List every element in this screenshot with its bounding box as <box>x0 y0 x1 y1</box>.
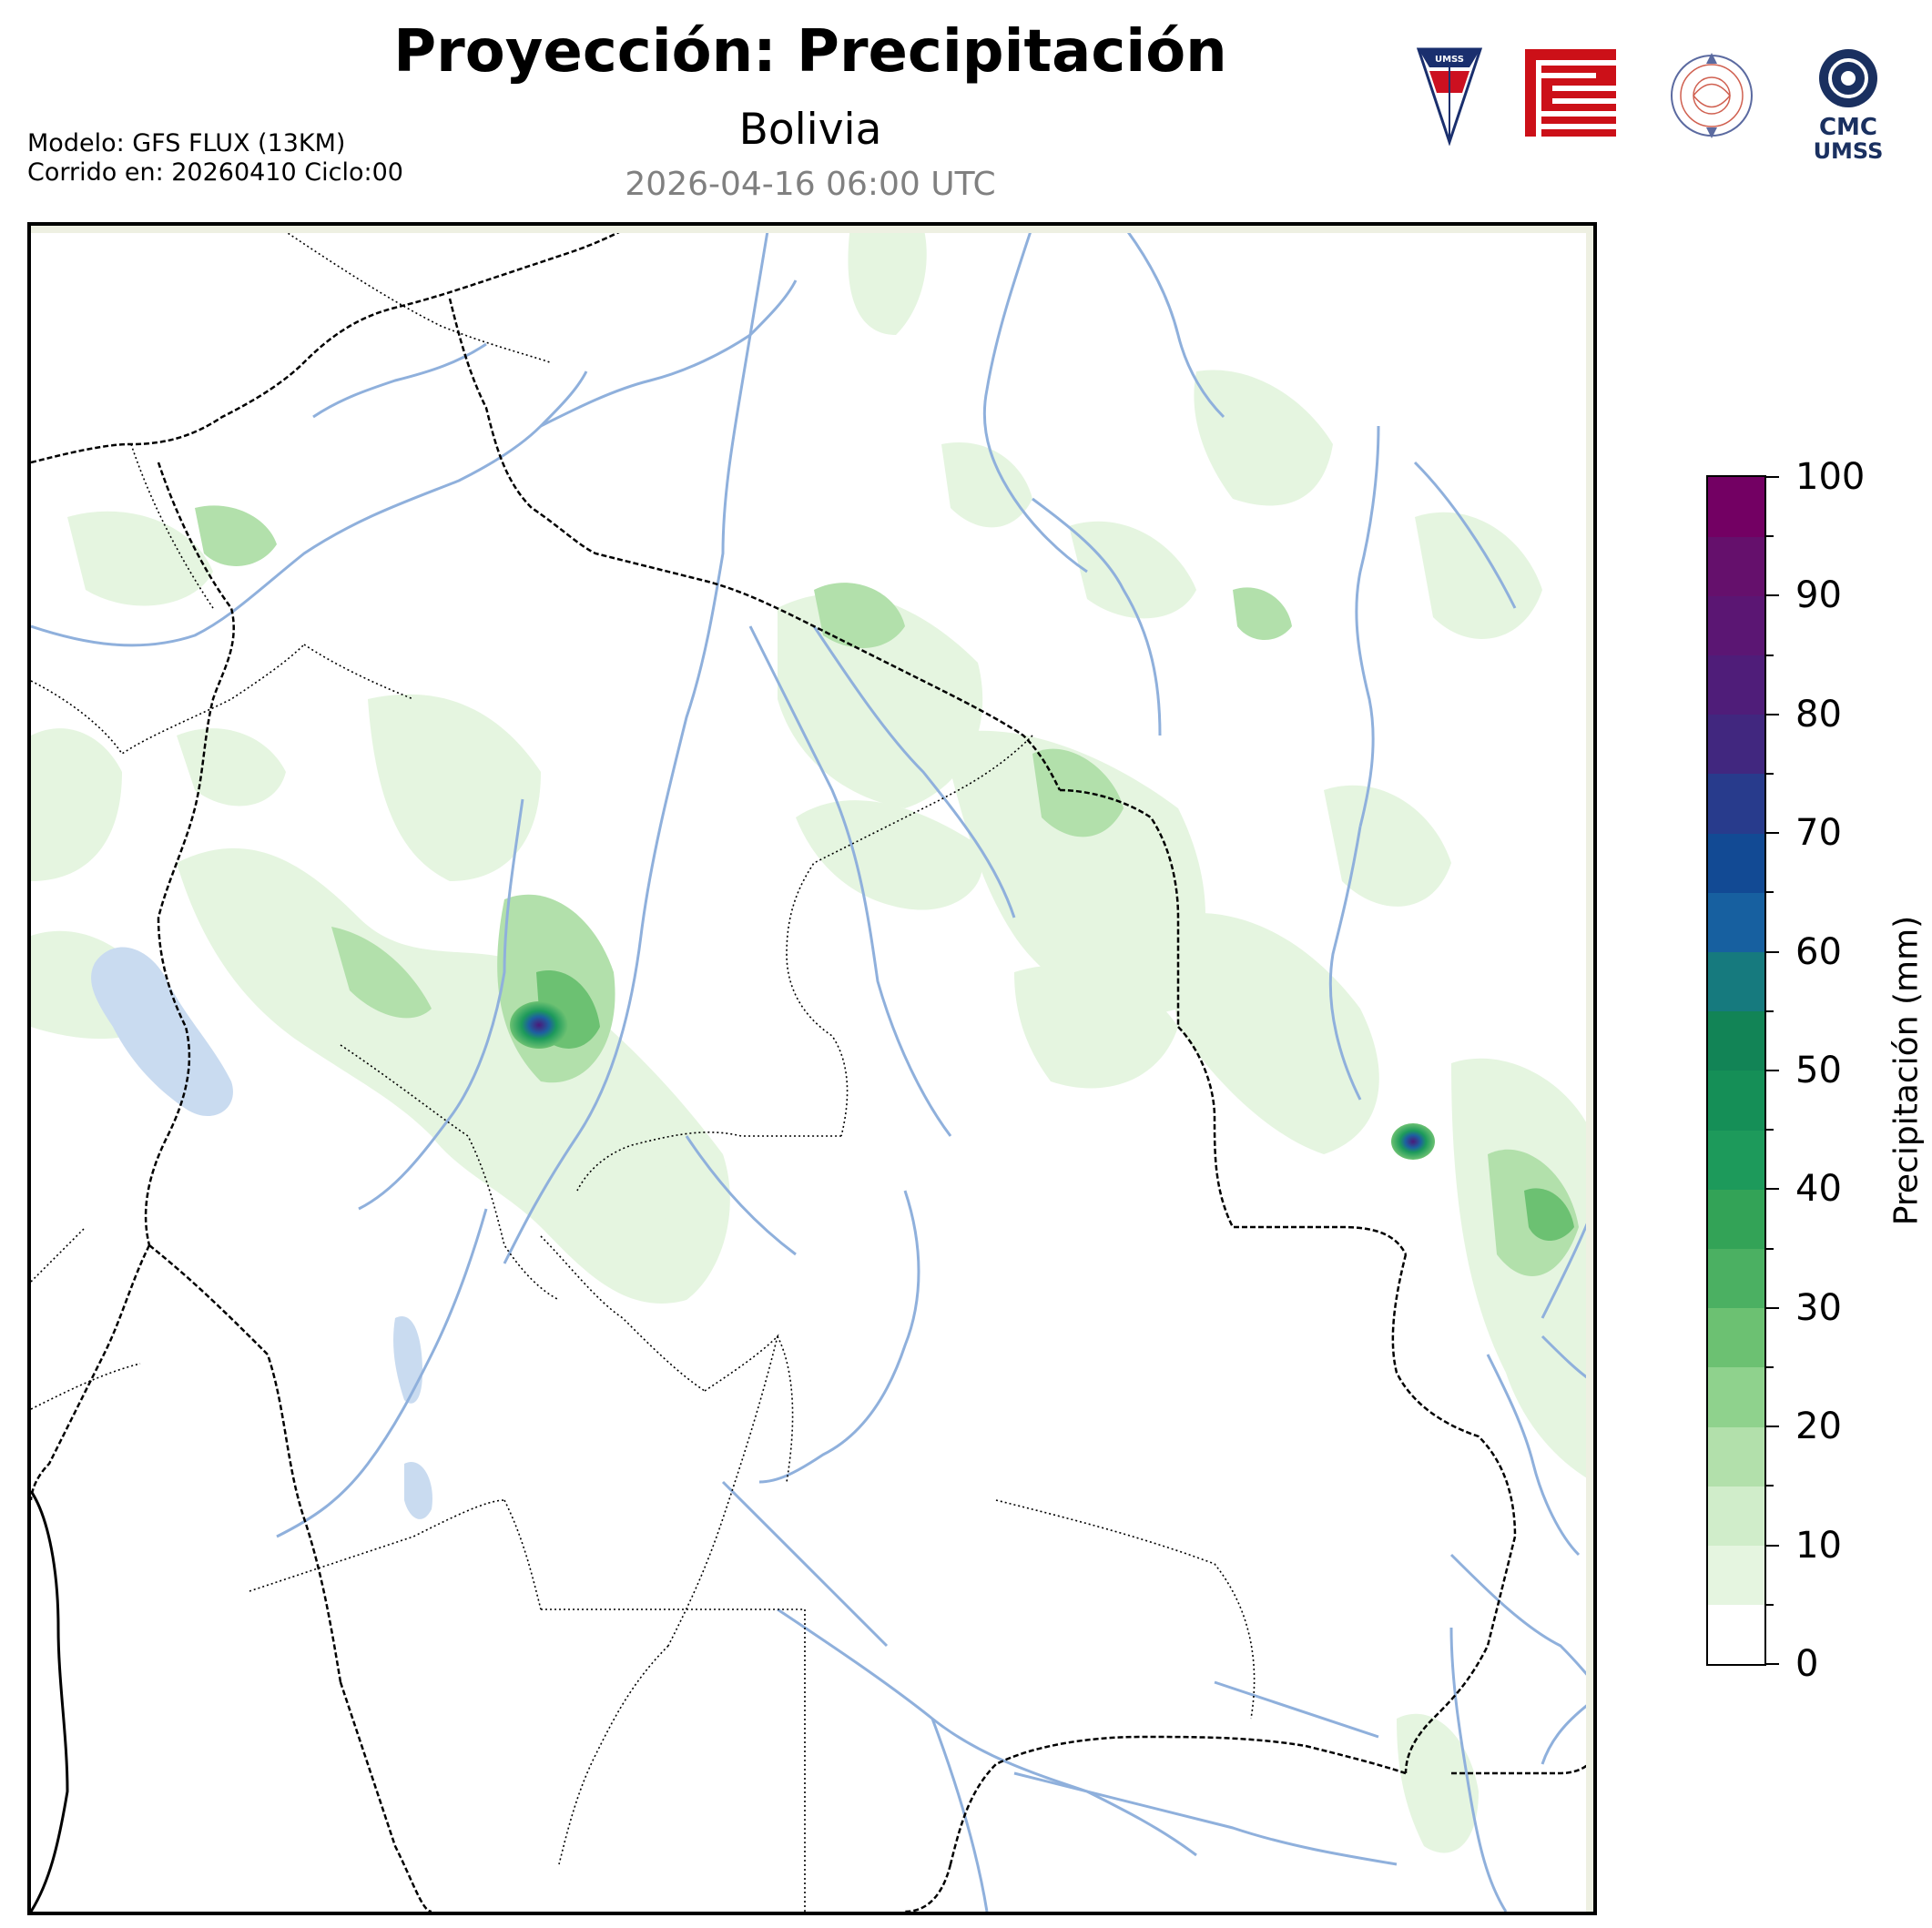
colorbar-segment <box>1708 833 1764 893</box>
colorbar-segment <box>1708 477 1764 537</box>
colorbar-tick <box>1766 950 1779 953</box>
map-top-edge <box>31 226 1593 233</box>
lake-poopo <box>393 1316 422 1404</box>
colorbar-tick-label: 30 <box>1795 1286 1842 1329</box>
colorbar-segment <box>1708 1189 1764 1250</box>
colorbar-segment <box>1708 1604 1764 1665</box>
colorbar-tick <box>1766 1010 1774 1012</box>
colorbar-tick <box>1766 1129 1774 1131</box>
logos: UMSS CMC UMSS <box>1402 46 1912 164</box>
map-right-edge <box>1586 226 1593 1912</box>
colorbar-segment <box>1708 1426 1764 1487</box>
colorbar-tick-label: 20 <box>1795 1405 1842 1448</box>
international-borders <box>31 226 1593 1912</box>
colorbar-tick <box>1766 654 1774 656</box>
colorbar-tick <box>1766 1544 1779 1547</box>
colorbar-segment <box>1708 536 1764 596</box>
colorbar-tick <box>1766 832 1779 835</box>
colorbar-tick <box>1766 1188 1779 1191</box>
run-line: Corrido en: 20260410 Ciclo:00 <box>27 158 403 187</box>
colorbar-tick-label: 10 <box>1795 1524 1842 1567</box>
colorbar-tick <box>1766 891 1774 894</box>
precipitation-map <box>27 222 1597 1915</box>
lake-small <box>404 1462 432 1519</box>
colorbar-segment <box>1708 595 1764 656</box>
colorbar-segment <box>1708 714 1764 775</box>
colorbar-tick <box>1766 1070 1779 1071</box>
colorbar-tick <box>1766 1247 1774 1250</box>
colorbar-tick <box>1766 1306 1779 1309</box>
colorbar-tick <box>1766 773 1774 775</box>
colorbar-tick <box>1766 1485 1774 1487</box>
svg-text:UMSS: UMSS <box>1435 55 1464 65</box>
departamento-fisica-logo <box>1671 53 1753 138</box>
colorbar-tick-label: 40 <box>1795 1168 1842 1211</box>
lake-titicaca <box>91 947 233 1117</box>
model-info: Modelo: GFS FLUX (13KM) Corrido en: 2026… <box>27 129 403 188</box>
precipitation-mid <box>195 505 1579 1276</box>
colorbar-segment <box>1708 1545 1764 1606</box>
precipitation-peaks <box>510 1001 1435 1160</box>
colorbar-segment <box>1708 951 1764 1012</box>
colorbar-segment <box>1708 1248 1764 1309</box>
colorbar-tick-label: 100 <box>1795 456 1866 498</box>
colorbar-segment <box>1708 1071 1764 1131</box>
cmc-umss-logo: CMC UMSS <box>1814 49 1884 164</box>
colorbar-segment <box>1708 892 1764 953</box>
lakes <box>91 947 432 1519</box>
department-borders <box>31 226 1256 1912</box>
precipitation-field <box>31 226 1593 1853</box>
facultad-logo <box>1525 49 1616 137</box>
colorbar-segment <box>1708 1130 1764 1190</box>
colorbar-segment <box>1708 774 1764 834</box>
colorbar-tick-label: 80 <box>1795 693 1842 736</box>
colorbar-tick <box>1766 476 1779 478</box>
colorbar-tick-label: 50 <box>1795 1050 1842 1091</box>
region-subtitle: Bolivia <box>738 105 882 155</box>
colorbar-segment <box>1708 1367 1764 1427</box>
colorbar-segment <box>1708 1010 1764 1071</box>
model-line: Modelo: GFS FLUX (13KM) <box>27 129 346 157</box>
colorbar-label: Precipitación (mm) <box>1887 915 1926 1226</box>
peak-cochabamba <box>510 1001 568 1049</box>
west-coast-line <box>31 1490 69 1912</box>
umss-logo: UMSS <box>1416 47 1483 146</box>
colorbar-tick-label: 60 <box>1795 930 1842 973</box>
colorbar-tick-label: 0 <box>1795 1643 1819 1685</box>
colorbar-tick <box>1766 535 1774 538</box>
colorbar-tick <box>1766 713 1779 715</box>
colorbar-tick <box>1766 1426 1779 1428</box>
valid-time: 2026-04-16 06:00 UTC <box>625 166 996 203</box>
chart-title: Proyección: Precipitación <box>393 18 1227 86</box>
rivers <box>31 226 1593 1912</box>
colorbar-segment <box>1708 655 1764 715</box>
colorbar-tick <box>1766 1663 1779 1665</box>
colorbar-segment <box>1708 1307 1764 1368</box>
colorbar-tick-label: 70 <box>1795 812 1842 855</box>
colorbar-tick-label: 90 <box>1795 574 1842 617</box>
colorbar-segment <box>1708 1486 1764 1547</box>
peak-east <box>1391 1123 1435 1160</box>
cmc-text: CMC <box>1819 114 1877 141</box>
colorbar-tick <box>1766 1366 1774 1368</box>
umss-text: UMSS <box>1814 138 1884 164</box>
colorbar-tick <box>1766 594 1779 597</box>
colorbar-tick <box>1766 1603 1774 1606</box>
colorbar <box>1706 475 1766 1666</box>
